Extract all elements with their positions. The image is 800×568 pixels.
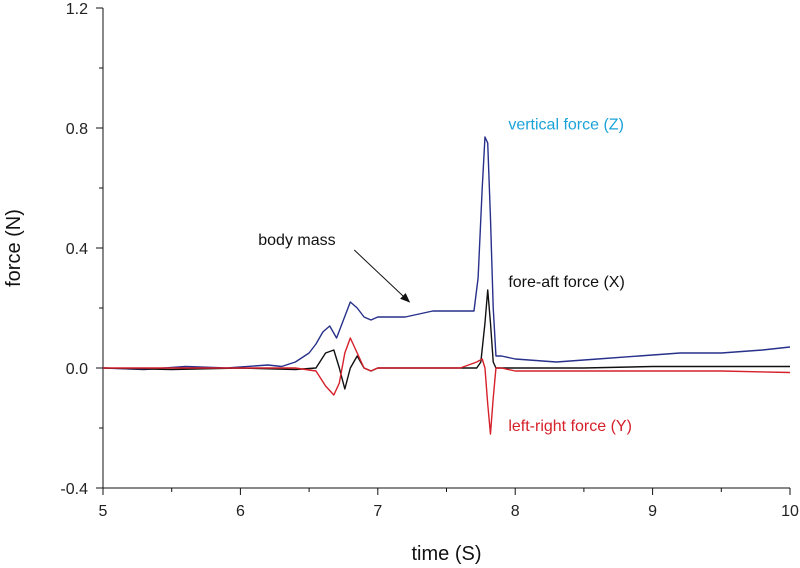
- series-line-left-right-y: [103, 337, 791, 435]
- y-tick-label: 0.4: [66, 241, 88, 258]
- y-tick-label: -0.4: [60, 481, 88, 498]
- x-tick-label: 6: [236, 503, 245, 520]
- annotation-left-right-force: left-right force (Y): [508, 418, 632, 435]
- annotations-layer: vertical force (Z) fore-aft force (X) left…: [258, 117, 632, 436]
- series-layer: [102, 136, 791, 435]
- axes: 5 6 7 8 9 10 -0.4 0.0 0.4 0.8 1.2: [60, 1, 799, 520]
- y-tick-label: 0.0: [66, 361, 88, 378]
- y-tick-label: 0.8: [66, 121, 88, 138]
- x-tick-label: 5: [99, 503, 108, 520]
- y-tick-label: 1.2: [66, 1, 88, 18]
- x-tick-label: 10: [781, 503, 799, 520]
- y-axis-title: force (N): [3, 209, 25, 287]
- annotation-body-mass: body mass: [258, 232, 335, 249]
- body-mass-arrow: [353, 249, 411, 303]
- x-axis-title: time (S): [412, 543, 482, 565]
- x-tick-label: 7: [373, 503, 382, 520]
- series-line-vertical-z: [102, 136, 791, 371]
- x-tick-label: 8: [511, 503, 520, 520]
- series-line-fore-aft-x: [102, 289, 790, 390]
- annotation-fore-aft-force: fore-aft force (X): [508, 274, 624, 291]
- x-tick-label: 9: [648, 503, 657, 520]
- annotation-vertical-force: vertical force (Z): [508, 117, 624, 134]
